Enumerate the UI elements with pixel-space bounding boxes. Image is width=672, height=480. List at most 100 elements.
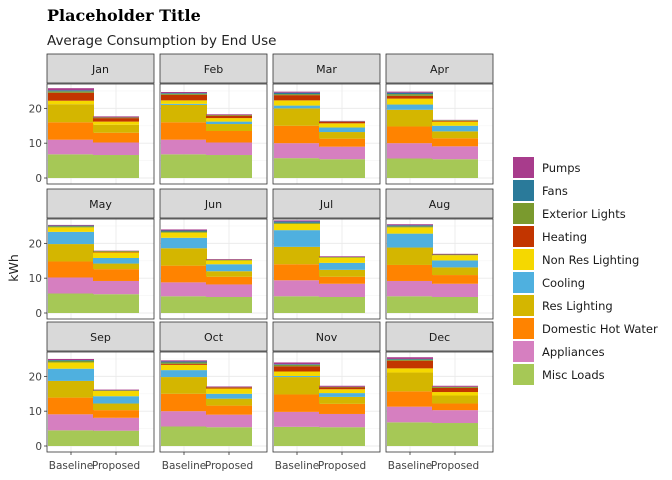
- bar-segment: [387, 92, 433, 95]
- bar-segment: [206, 115, 252, 119]
- bar-segment: [432, 392, 478, 396]
- legend-key: [513, 203, 534, 224]
- bar-segment: [48, 104, 94, 123]
- bar-segment: [93, 263, 139, 270]
- bar-segment: [387, 391, 433, 407]
- facet-strip-label: Jul: [319, 198, 333, 211]
- legend-item: Cooling: [513, 272, 585, 293]
- bar-segment: [93, 430, 139, 446]
- bar-segment: [161, 100, 207, 104]
- bar-segment: [432, 386, 478, 388]
- bar-segment: [206, 387, 252, 389]
- x-tick-label: Proposed: [431, 460, 479, 472]
- bar-segment: [161, 122, 207, 140]
- bar-segment: [206, 264, 252, 272]
- legend-label: Non Res Lighting: [542, 253, 639, 267]
- bar-segment: [93, 121, 139, 125]
- y-tick-label: 0: [35, 308, 42, 320]
- bar-segment: [387, 372, 433, 392]
- facet-panel: Mar: [272, 53, 381, 185]
- bar-segment: [387, 95, 433, 99]
- bar-segment: [93, 396, 139, 404]
- bar-segment: [274, 108, 320, 126]
- bar-segment: [432, 403, 478, 411]
- bar-segment: [93, 142, 139, 156]
- bar-segment: [206, 386, 252, 388]
- facet-strip: [272, 321, 381, 352]
- facet-strip: [272, 53, 381, 84]
- bar-segment: [93, 417, 139, 431]
- bar-segment: [206, 296, 252, 313]
- bar-segment: [274, 377, 320, 395]
- bar-segment: [206, 114, 252, 116]
- bar-segment: [274, 95, 320, 101]
- bar-segment: [274, 411, 320, 427]
- legend-item: Pumps: [513, 157, 581, 178]
- bar-segment: [93, 389, 139, 391]
- bar-segment: [93, 294, 139, 313]
- bar-segment: [93, 251, 139, 252]
- bar-segment: [319, 257, 365, 263]
- bar-segment: [48, 380, 94, 398]
- legend-item: Exterior Lights: [513, 203, 626, 224]
- panel-border: [272, 218, 381, 320]
- bar-segment: [274, 125, 320, 144]
- bar-segment: [161, 364, 207, 371]
- bar-segment: [93, 390, 139, 391]
- facet-strip-label: Nov: [316, 331, 338, 344]
- bar-segment: [274, 223, 320, 231]
- bar-segment: [161, 363, 207, 365]
- facet-strip: [46, 188, 155, 219]
- bar-segment: [93, 132, 139, 143]
- bar-segment: [432, 423, 478, 446]
- bar-segment: [432, 267, 478, 276]
- bar-segment: [387, 359, 433, 361]
- bar-segment: [206, 414, 252, 428]
- legend-key: [513, 226, 534, 247]
- bar-segment: [319, 256, 365, 258]
- bar-segment: [432, 385, 478, 387]
- bar-segment: [387, 422, 433, 446]
- chart-title: Placeholder Title: [47, 6, 201, 25]
- bar-segment: [387, 264, 433, 281]
- legend-label: Res Lighting: [542, 299, 613, 313]
- bar-segment: [432, 159, 478, 178]
- x-tick-label: Proposed: [205, 460, 253, 472]
- facet-panel: Feb: [159, 53, 268, 185]
- bar-segment: [161, 282, 207, 297]
- bar-segment: [48, 224, 94, 226]
- y-axis-title: kWh: [6, 254, 21, 282]
- x-tick-label: Baseline: [162, 460, 207, 472]
- bar-segment: [274, 364, 320, 365]
- bar-segment: [319, 256, 365, 257]
- bar-segment: [206, 259, 252, 261]
- legend-label: Misc Loads: [542, 368, 605, 382]
- panel-border: [159, 351, 268, 453]
- bar-segment: [319, 389, 365, 394]
- bar-segment: [274, 158, 320, 178]
- bar-segment: [432, 121, 478, 126]
- bar-segment: [93, 116, 139, 118]
- bar-segment: [319, 396, 365, 404]
- bar-segment: [319, 387, 365, 390]
- bar-segment: [161, 103, 207, 105]
- legend-key: [513, 249, 534, 270]
- bar-segment: [319, 427, 365, 446]
- bar-segment: [48, 91, 94, 93]
- legend-label: Appliances: [542, 345, 605, 359]
- bar-segment: [161, 92, 207, 94]
- panel-border: [46, 83, 155, 185]
- bar-segment: [93, 410, 139, 418]
- bar-segment: [161, 93, 207, 95]
- bar-segment: [161, 93, 207, 94]
- facet-strip-label: Oct: [204, 331, 224, 344]
- bar-segment: [274, 296, 320, 313]
- bar-segment: [206, 142, 252, 156]
- bar-segment: [48, 122, 94, 140]
- legend-key: [513, 272, 534, 293]
- x-tick-label: Baseline: [275, 460, 320, 472]
- bar-segment: [206, 124, 252, 131]
- legend-label: Cooling: [542, 276, 585, 290]
